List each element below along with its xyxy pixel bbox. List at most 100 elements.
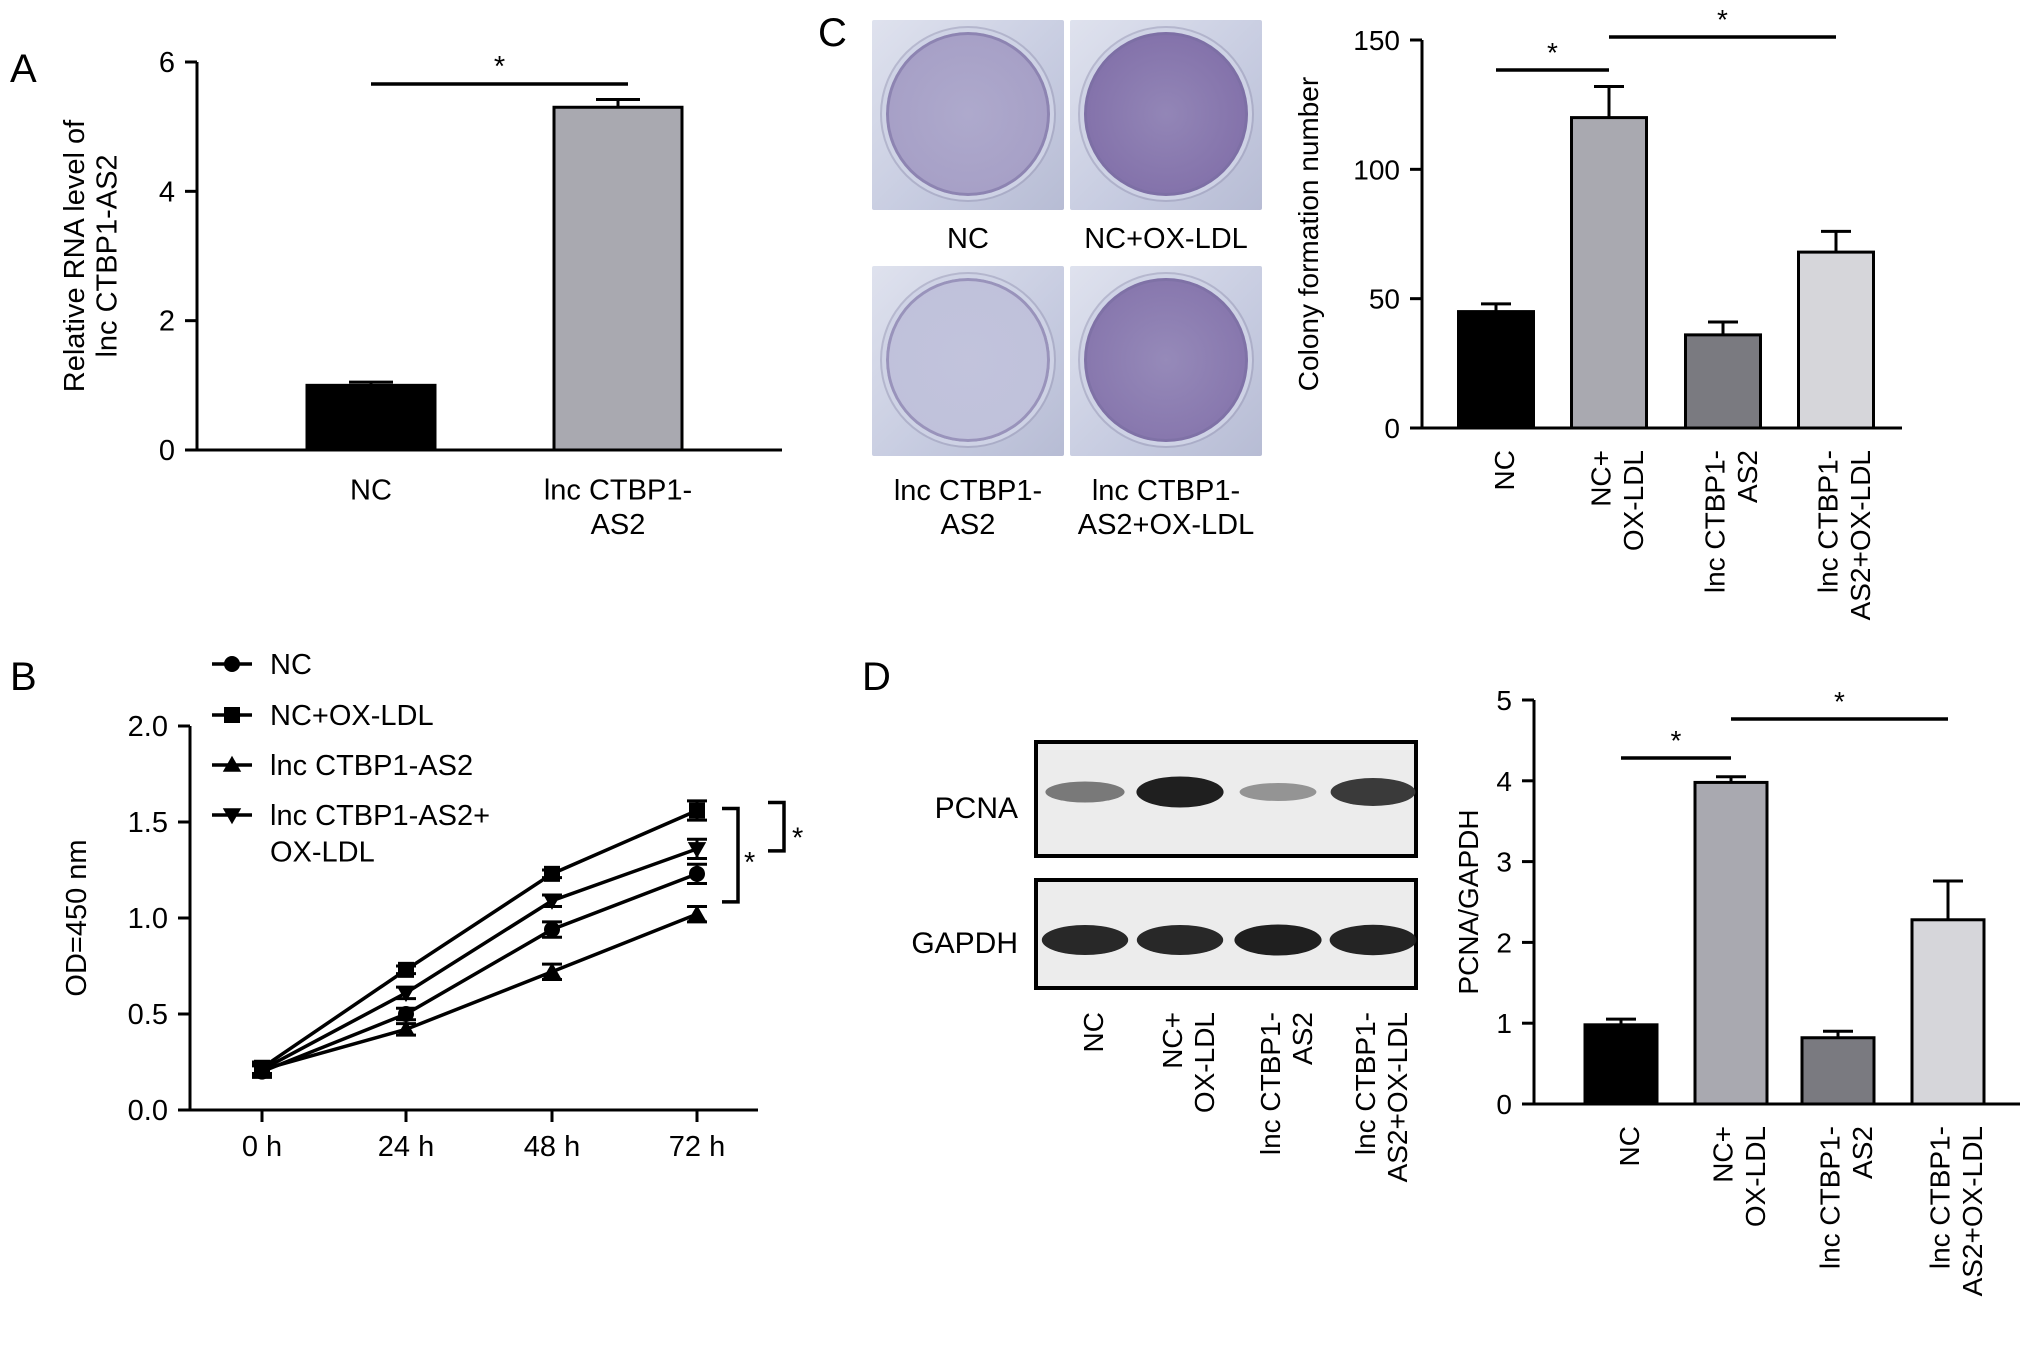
panel-d-category-label-line: lnc CTBP1- bbox=[1815, 1126, 1846, 1269]
panel-d-y-axis-label-line: PCNA/GAPDH bbox=[1453, 809, 1484, 994]
panel-b-point bbox=[689, 865, 705, 882]
panel-b-significance-bracket bbox=[768, 800, 786, 853]
panel-d-category-label: NC bbox=[1614, 1126, 1645, 1166]
panel-b-legend-label: lnc CTBP1-AS2 bbox=[270, 750, 473, 782]
panel-b-x-tick-label: 0 h bbox=[242, 1131, 282, 1163]
panel-b-x-tick-label: 48 h bbox=[524, 1131, 580, 1163]
panel-d-y-tick-label: 1 bbox=[1496, 1008, 1512, 1039]
panel-d-y-axis-label: PCNA/GAPDH bbox=[1453, 809, 1484, 994]
panel-c-y-axis-label-line: Colony formation number bbox=[1293, 77, 1324, 391]
panel-d-y-tick-label: 0 bbox=[1496, 1089, 1512, 1120]
blot-lane-label-line: lnc CTBP1- bbox=[1255, 1012, 1286, 1155]
panel-b-legend-label-line: OX-LDL bbox=[270, 836, 375, 868]
western-blot: PCNA GAPDH NC NC+OX-LDL lnc CTBP1-AS2 lnc C… bbox=[911, 740, 1418, 1182]
panel-b-point bbox=[542, 962, 562, 979]
panel-a-y-tick-label: 2 bbox=[159, 306, 175, 338]
panel-c-category-label: NC+OX-LDL bbox=[1586, 450, 1649, 551]
panel-d-category-label-line: OX-LDL bbox=[1740, 1126, 1771, 1227]
blot-band bbox=[1136, 925, 1224, 955]
colony-plate-image bbox=[1070, 20, 1262, 210]
colony-plate-image bbox=[1070, 266, 1262, 456]
panel-b-legend-marker bbox=[224, 707, 240, 723]
panel-b-point bbox=[542, 893, 562, 910]
panel-c-y-tick-label: 0 bbox=[1384, 413, 1400, 444]
panel-letter-c: C bbox=[818, 11, 847, 55]
panel-b-x-tick-label: 72 h bbox=[669, 1131, 725, 1163]
panel-d-category-label-line: lnc CTBP1- bbox=[1925, 1126, 1956, 1269]
panel-c-category-label-line: OX-LDL bbox=[1618, 450, 1649, 551]
panel-d-bar bbox=[1583, 1023, 1659, 1106]
panel-letter-a: A bbox=[10, 47, 37, 91]
panel-d-category-label: NC+OX-LDL bbox=[1708, 1126, 1771, 1227]
panel-c-bar bbox=[1457, 310, 1535, 430]
panel-a-y-axis-label-line: lnc CTBP1-AS2 bbox=[92, 154, 124, 357]
panel-c-bar bbox=[1797, 250, 1875, 430]
panel-b-point bbox=[687, 904, 707, 921]
panel-b-point bbox=[396, 986, 416, 1003]
panel-c-y-tick-label: 150 bbox=[1353, 25, 1400, 56]
panel-c-category-label-line: AS2 bbox=[1732, 450, 1763, 503]
colony-well bbox=[1084, 32, 1248, 196]
panel-d-category-label: lnc CTBP1-AS2 bbox=[1815, 1126, 1878, 1269]
colony-well bbox=[886, 32, 1050, 196]
panel-b-point bbox=[687, 842, 707, 859]
colony-plate-image bbox=[872, 266, 1064, 456]
blot-label-pcna: PCNA bbox=[935, 792, 1018, 825]
panel-d-bar bbox=[1800, 1036, 1876, 1106]
panel-b-significance-star: * bbox=[792, 823, 803, 855]
panel-b-significance-bracket bbox=[722, 806, 740, 904]
panel-b-legend-label: NC bbox=[270, 649, 312, 681]
panel-d-significance-star: * bbox=[1834, 686, 1845, 717]
panel-b-series-line bbox=[261, 872, 698, 1074]
panel-c-category-label-line: NC+ bbox=[1586, 450, 1617, 507]
panel-c-category-label-line: AS2+OX-LDL bbox=[1845, 450, 1876, 620]
blot-lane-label-line: OX-LDL bbox=[1189, 1012, 1220, 1113]
colony-plate-label-line: lnc CTBP1- bbox=[893, 475, 1043, 507]
colony-plate-label-line: NC+OX-LDL bbox=[1084, 223, 1248, 255]
panel-d-category-label-line: AS2 bbox=[1847, 1126, 1878, 1179]
panel-b-significance-star: * bbox=[744, 847, 755, 879]
blot-lane-label: NC+OX-LDL bbox=[1157, 1012, 1220, 1113]
blot-band bbox=[1136, 776, 1224, 808]
panel-d-y-tick-label: 3 bbox=[1496, 847, 1512, 878]
panel-b-y-tick-label: 1.5 bbox=[128, 807, 168, 839]
colony-plate-label: NC bbox=[862, 222, 1074, 256]
panel-d-category-label: lnc CTBP1-AS2+OX-LDL bbox=[1925, 1126, 1988, 1296]
panel-b-point bbox=[544, 865, 560, 882]
panel-c-significance-star: * bbox=[1717, 4, 1728, 35]
panel-b-point bbox=[398, 1006, 414, 1022]
panel-b-series-line bbox=[261, 808, 698, 1070]
panel-c-y-tick-label: 100 bbox=[1353, 154, 1400, 185]
panel-d-significance-star: * bbox=[1671, 725, 1682, 756]
panel-b-x-tick-label: 24 h bbox=[378, 1131, 434, 1163]
panel-d-y-tick-label: 2 bbox=[1496, 927, 1512, 958]
blot-lane-label: lnc CTBP1-AS2+OX-LDL bbox=[1350, 1012, 1413, 1182]
panel-c-category-label-line: NC bbox=[1489, 450, 1520, 490]
panel-b-legend-label-line: lnc CTBP1-AS2+ bbox=[270, 800, 490, 832]
colony-well bbox=[1084, 278, 1248, 442]
colony-plate-label-line: AS2+OX-LDL bbox=[1077, 509, 1255, 541]
blot-band bbox=[1330, 778, 1416, 806]
panel-c-significance-star: * bbox=[1547, 37, 1558, 68]
blot-lane-label: lnc CTBP1-AS2 bbox=[1255, 1012, 1318, 1155]
panel-a-category-label-line: NC bbox=[350, 474, 392, 506]
colony-plate-label-line: NC bbox=[947, 223, 989, 255]
panel-b-point bbox=[544, 921, 560, 938]
panel-d-bar bbox=[1910, 918, 1986, 1106]
panel-b-y-tick-label: 2.0 bbox=[128, 711, 168, 743]
panel-letter-d: D bbox=[862, 655, 891, 699]
panel-c-category-label-line: lnc CTBP1- bbox=[1700, 450, 1731, 593]
blot-lane-label: NC bbox=[1078, 1012, 1109, 1052]
blot-lane-label-line: lnc CTBP1- bbox=[1350, 1012, 1381, 1155]
panel-d-category-label-line: NC bbox=[1614, 1126, 1645, 1166]
panel-b-series-line bbox=[261, 847, 698, 1072]
panel-c-bar bbox=[1684, 333, 1762, 430]
panel-b-legend-marker bbox=[224, 656, 240, 672]
panel-b-legend-label: NC+OX-LDL bbox=[270, 700, 434, 732]
panel-b-y-axis-label: OD=450 nm bbox=[61, 839, 93, 996]
panel-d-y-tick-label: 4 bbox=[1496, 766, 1512, 797]
blot-band bbox=[1041, 925, 1129, 955]
